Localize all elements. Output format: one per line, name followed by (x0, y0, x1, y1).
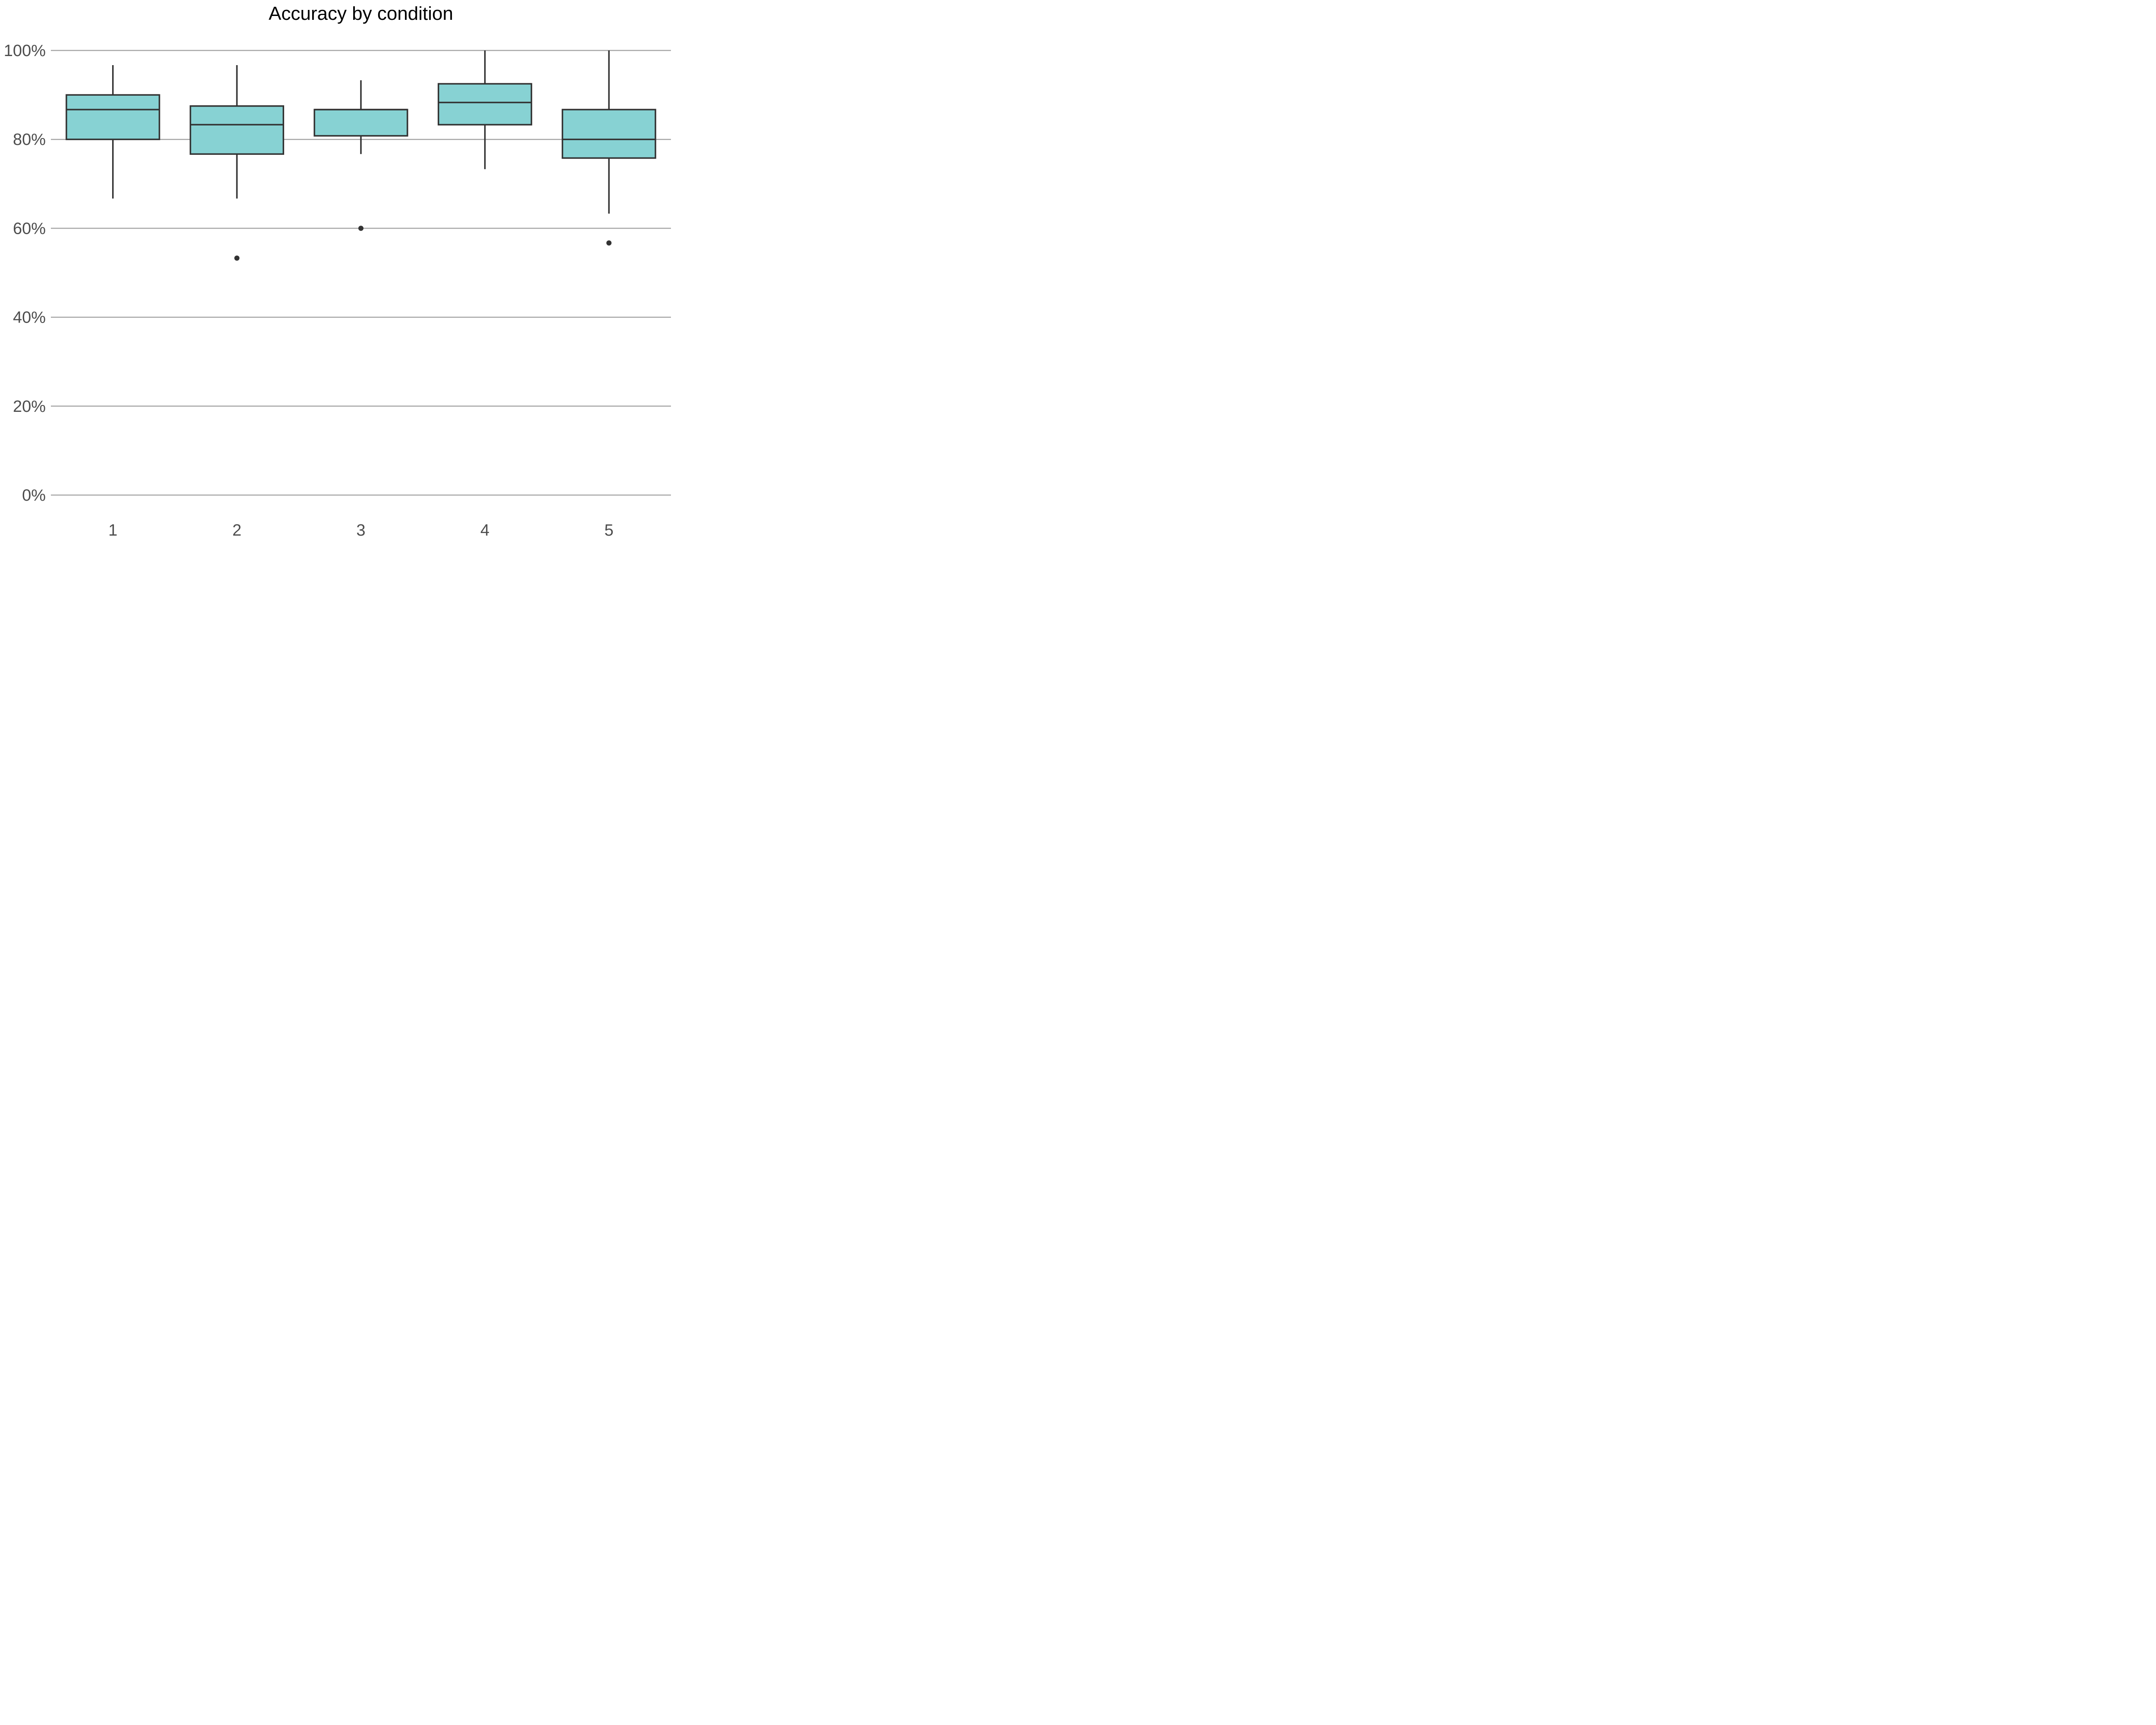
boxplot-chart: Accuracy by condition 0% 20% 40% 60% 80% 100%… (4, 3, 671, 539)
y-tick-label: 0% (22, 486, 46, 505)
x-tick-label: 1 (108, 521, 117, 539)
box-iqr (438, 83, 533, 125)
x-axis-ticks: 1 2 3 4 5 (108, 521, 614, 539)
chart-title: Accuracy by condition (269, 3, 453, 24)
y-tick-label: 20% (13, 398, 46, 416)
y-axis-ticks: 0% 20% 40% 60% 80% 100% (4, 42, 46, 505)
outlier-point (234, 255, 240, 261)
box-condition-5 (561, 50, 656, 246)
box-condition-1 (66, 65, 160, 199)
y-tick-label: 60% (13, 220, 46, 238)
x-tick-label: 2 (232, 521, 241, 539)
box-iqr (66, 94, 160, 140)
outlier-point (606, 240, 612, 246)
x-tick-label: 4 (480, 521, 489, 539)
box-condition-2 (189, 65, 284, 261)
y-tick-label: 40% (13, 309, 46, 327)
y-tick-label: 100% (4, 42, 46, 60)
box-condition-3 (313, 80, 408, 231)
outlier-point (358, 226, 364, 231)
box-condition-4 (438, 50, 533, 169)
box-iqr (561, 109, 656, 159)
x-tick-label: 5 (605, 521, 614, 539)
box-iqr (313, 109, 408, 137)
x-tick-label: 3 (356, 521, 365, 539)
boxes (66, 50, 656, 261)
box-iqr (189, 105, 284, 155)
y-tick-label: 80% (13, 131, 46, 149)
